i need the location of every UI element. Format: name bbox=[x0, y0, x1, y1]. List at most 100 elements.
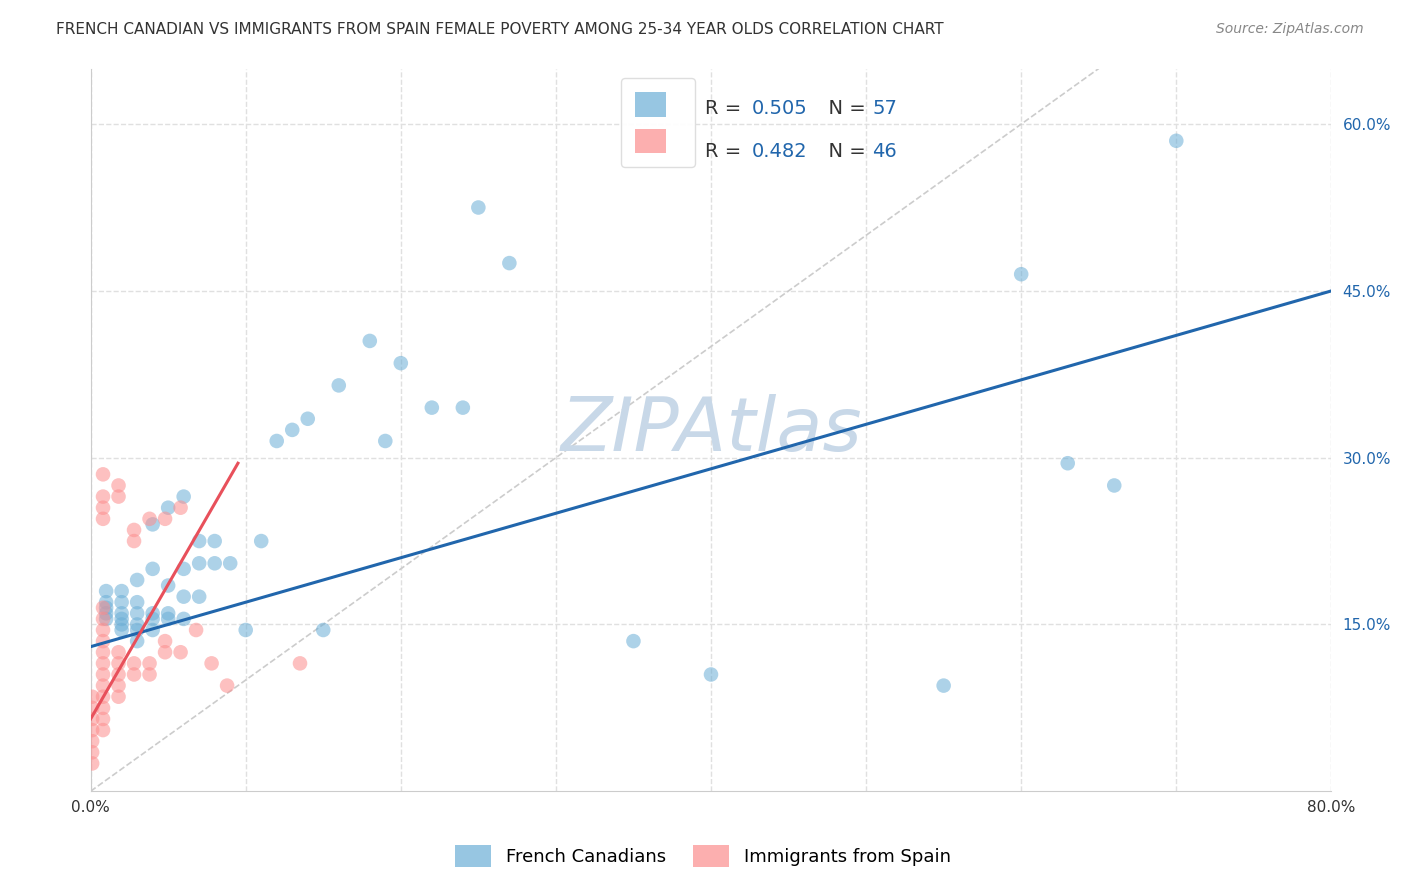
Point bbox=[138, 657, 160, 671]
Point bbox=[153, 512, 176, 526]
Point bbox=[91, 623, 114, 637]
Point bbox=[157, 578, 180, 592]
Point bbox=[184, 623, 207, 637]
Point bbox=[204, 556, 226, 570]
Text: N =: N = bbox=[817, 99, 873, 118]
Point bbox=[127, 617, 149, 632]
Point bbox=[142, 517, 165, 532]
Point bbox=[1056, 456, 1078, 470]
Point bbox=[932, 679, 955, 693]
Point bbox=[107, 645, 129, 659]
Point bbox=[91, 667, 114, 681]
Point bbox=[266, 434, 288, 448]
Point bbox=[127, 595, 149, 609]
Point bbox=[91, 701, 114, 715]
Point bbox=[107, 657, 129, 671]
Legend: French Canadians, Immigrants from Spain: French Canadians, Immigrants from Spain bbox=[449, 838, 957, 874]
Text: ZIPAtlas: ZIPAtlas bbox=[560, 394, 862, 466]
Point bbox=[138, 667, 160, 681]
Point bbox=[107, 478, 129, 492]
Point bbox=[451, 401, 474, 415]
Point bbox=[82, 701, 104, 715]
Point bbox=[1010, 267, 1032, 281]
Point bbox=[91, 600, 114, 615]
Point bbox=[153, 634, 176, 648]
Point bbox=[700, 667, 723, 681]
Point bbox=[111, 607, 134, 621]
Point bbox=[122, 523, 145, 537]
Point bbox=[91, 512, 114, 526]
Point bbox=[173, 562, 195, 576]
Point bbox=[1166, 134, 1188, 148]
Text: 57: 57 bbox=[872, 99, 897, 118]
Point bbox=[188, 556, 211, 570]
Point bbox=[122, 667, 145, 681]
Point bbox=[111, 595, 134, 609]
Point bbox=[111, 612, 134, 626]
Text: 46: 46 bbox=[872, 142, 897, 161]
Text: 0.505: 0.505 bbox=[752, 99, 807, 118]
Text: N =: N = bbox=[817, 142, 873, 161]
Point bbox=[91, 690, 114, 704]
Point bbox=[235, 623, 257, 637]
Point bbox=[107, 679, 129, 693]
Point bbox=[389, 356, 412, 370]
Point bbox=[157, 607, 180, 621]
Point bbox=[142, 612, 165, 626]
Point bbox=[94, 584, 117, 599]
Point bbox=[91, 712, 114, 726]
Point bbox=[127, 607, 149, 621]
Point bbox=[91, 634, 114, 648]
Point bbox=[82, 712, 104, 726]
Point bbox=[188, 590, 211, 604]
Point bbox=[142, 623, 165, 637]
Point bbox=[142, 562, 165, 576]
Point bbox=[153, 645, 176, 659]
Point bbox=[169, 500, 191, 515]
Point bbox=[91, 657, 114, 671]
Point bbox=[420, 401, 443, 415]
Point bbox=[91, 467, 114, 482]
Point bbox=[328, 378, 350, 392]
Point bbox=[82, 745, 104, 759]
Point bbox=[157, 612, 180, 626]
Point bbox=[359, 334, 381, 348]
Point bbox=[91, 679, 114, 693]
Point bbox=[82, 756, 104, 771]
Point bbox=[217, 679, 239, 693]
Point bbox=[82, 690, 104, 704]
Point bbox=[204, 534, 226, 549]
Text: R =: R = bbox=[704, 99, 748, 118]
Point bbox=[467, 201, 489, 215]
Point bbox=[82, 734, 104, 748]
Text: FRENCH CANADIAN VS IMMIGRANTS FROM SPAIN FEMALE POVERTY AMONG 25-34 YEAR OLDS CO: FRENCH CANADIAN VS IMMIGRANTS FROM SPAIN… bbox=[56, 22, 943, 37]
Point bbox=[200, 657, 222, 671]
Point bbox=[82, 723, 104, 737]
Point bbox=[91, 500, 114, 515]
Point bbox=[374, 434, 396, 448]
Point bbox=[281, 423, 304, 437]
Text: Source: ZipAtlas.com: Source: ZipAtlas.com bbox=[1216, 22, 1364, 37]
Point bbox=[94, 612, 117, 626]
Point bbox=[111, 623, 134, 637]
Point bbox=[122, 657, 145, 671]
Point bbox=[250, 534, 273, 549]
Point bbox=[157, 500, 180, 515]
Point bbox=[94, 600, 117, 615]
Point bbox=[219, 556, 242, 570]
Point bbox=[312, 623, 335, 637]
Point bbox=[91, 612, 114, 626]
Point bbox=[173, 490, 195, 504]
Point bbox=[288, 657, 311, 671]
Point bbox=[111, 584, 134, 599]
Point bbox=[127, 623, 149, 637]
Point bbox=[1102, 478, 1125, 492]
Point bbox=[142, 607, 165, 621]
Point bbox=[127, 634, 149, 648]
Point bbox=[173, 612, 195, 626]
Point bbox=[107, 690, 129, 704]
Text: 0.482: 0.482 bbox=[752, 142, 807, 161]
Text: R =: R = bbox=[704, 142, 748, 161]
Point bbox=[122, 534, 145, 549]
Point bbox=[498, 256, 520, 270]
